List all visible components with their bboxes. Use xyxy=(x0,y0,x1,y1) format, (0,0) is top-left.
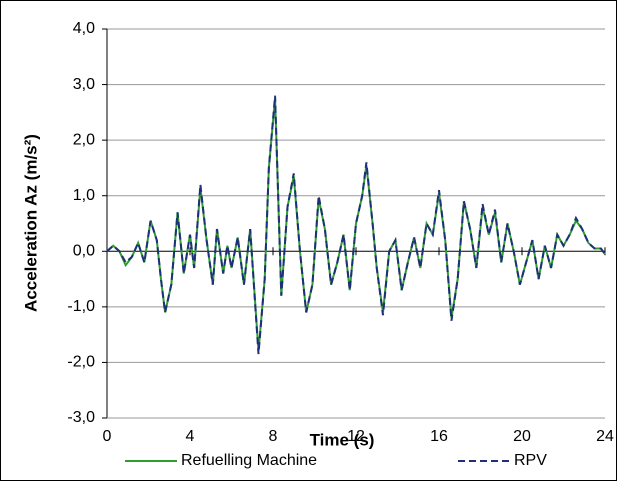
x-tick-label: 4 xyxy=(186,428,195,445)
x-tick-label: 20 xyxy=(513,428,531,445)
y-tick-label: -2,0 xyxy=(67,354,95,371)
x-tick-label: 12 xyxy=(347,428,365,445)
y-tick-label: 1,0 xyxy=(73,187,95,204)
y-tick-label: -3,0 xyxy=(67,409,95,426)
y-tick-label: -1,0 xyxy=(67,298,95,315)
x-tick-label: 8 xyxy=(269,428,278,445)
y-tick-label: 2,0 xyxy=(73,131,95,148)
legend-label: RPV xyxy=(514,452,547,469)
legend-label: Refuelling Machine xyxy=(181,452,317,469)
series-line xyxy=(106,95,606,355)
x-tick-label: 24 xyxy=(596,428,614,445)
y-tick-label: 0,0 xyxy=(73,243,95,260)
x-axis-title: Time (s) xyxy=(310,430,375,449)
y-tick-label: 4,0 xyxy=(73,20,95,37)
y-axis-title: Acceleration Az (m/s²) xyxy=(21,134,40,312)
x-tick-label: 16 xyxy=(430,428,448,445)
y-tick-label: 3,0 xyxy=(73,76,95,93)
x-tick-label: 0 xyxy=(103,428,112,445)
